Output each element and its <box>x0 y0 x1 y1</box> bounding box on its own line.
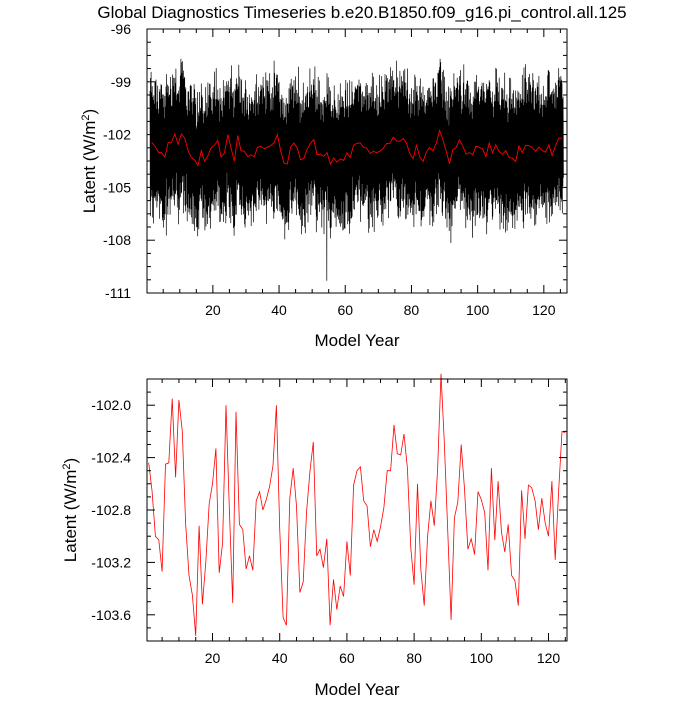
series-line-annual-overlay <box>151 128 563 167</box>
top-y-tick-label: -105 <box>103 179 131 195</box>
bottom-y-tick-label: -103.6 <box>91 607 131 623</box>
bottom-y-axis-label: Latent (W/m2) <box>61 458 80 562</box>
top-panel: 20 40 60 80 100 120 -111 -108 -105 -102 -99 -96 Mod… <box>80 21 568 350</box>
top-y-tick-label: -108 <box>103 232 131 248</box>
bottom-y-tick-label: -102.4 <box>91 450 131 466</box>
top-y-tick-label: -96 <box>111 21 131 37</box>
bottom-x-tick-label: 20 <box>205 650 221 666</box>
top-x-tick-label: 80 <box>404 302 420 318</box>
bottom-axes: 20 40 60 80 100 120 -103.6 -103.2 -102.8 -102.4 -1… <box>91 378 567 666</box>
series-line-annual <box>148 373 566 636</box>
bottom-x-tick-label: 60 <box>339 650 355 666</box>
top-x-tick-label: 40 <box>271 302 287 318</box>
top-x-tick-label: 100 <box>466 302 490 318</box>
bottom-x-axis-label: Model Year <box>314 680 399 699</box>
top-y-tick-label: -111 <box>105 285 131 301</box>
top-y-axis-label: Latent (W/m2) <box>80 109 99 213</box>
top-y-tick-label: -99 <box>111 74 131 90</box>
top-series-group <box>149 58 564 281</box>
top-x-axis-label: Model Year <box>314 331 399 350</box>
top-x-tick-label: 60 <box>337 302 353 318</box>
top-axes: 20 40 60 80 100 120 -111 -108 -105 -102 -99 -96 <box>103 21 567 318</box>
bottom-plot-frame <box>146 378 568 642</box>
bottom-series-group <box>148 373 566 636</box>
bottom-x-tick-label: 40 <box>272 650 288 666</box>
top-y-tick-label: -102 <box>103 127 131 143</box>
bottom-y-tick-label: -103.2 <box>91 554 131 570</box>
figure-title: Global Diagnostics Timeseries b.e20.B185… <box>97 3 626 22</box>
top-x-tick-label: 120 <box>532 302 556 318</box>
top-x-tick-label: 20 <box>205 302 221 318</box>
bottom-x-tick-label: 100 <box>470 650 494 666</box>
bottom-x-tick-label: 80 <box>406 650 422 666</box>
bottom-y-tick-label: -102.8 <box>91 502 131 518</box>
bottom-panel: 20 40 60 80 100 120 -103.6 -103.2 -102.8 -102.4 -1… <box>61 373 568 699</box>
bottom-y-tick-label: -102.0 <box>91 397 131 413</box>
bottom-x-tick-label: 120 <box>537 650 561 666</box>
series-line-monthly <box>149 58 564 281</box>
